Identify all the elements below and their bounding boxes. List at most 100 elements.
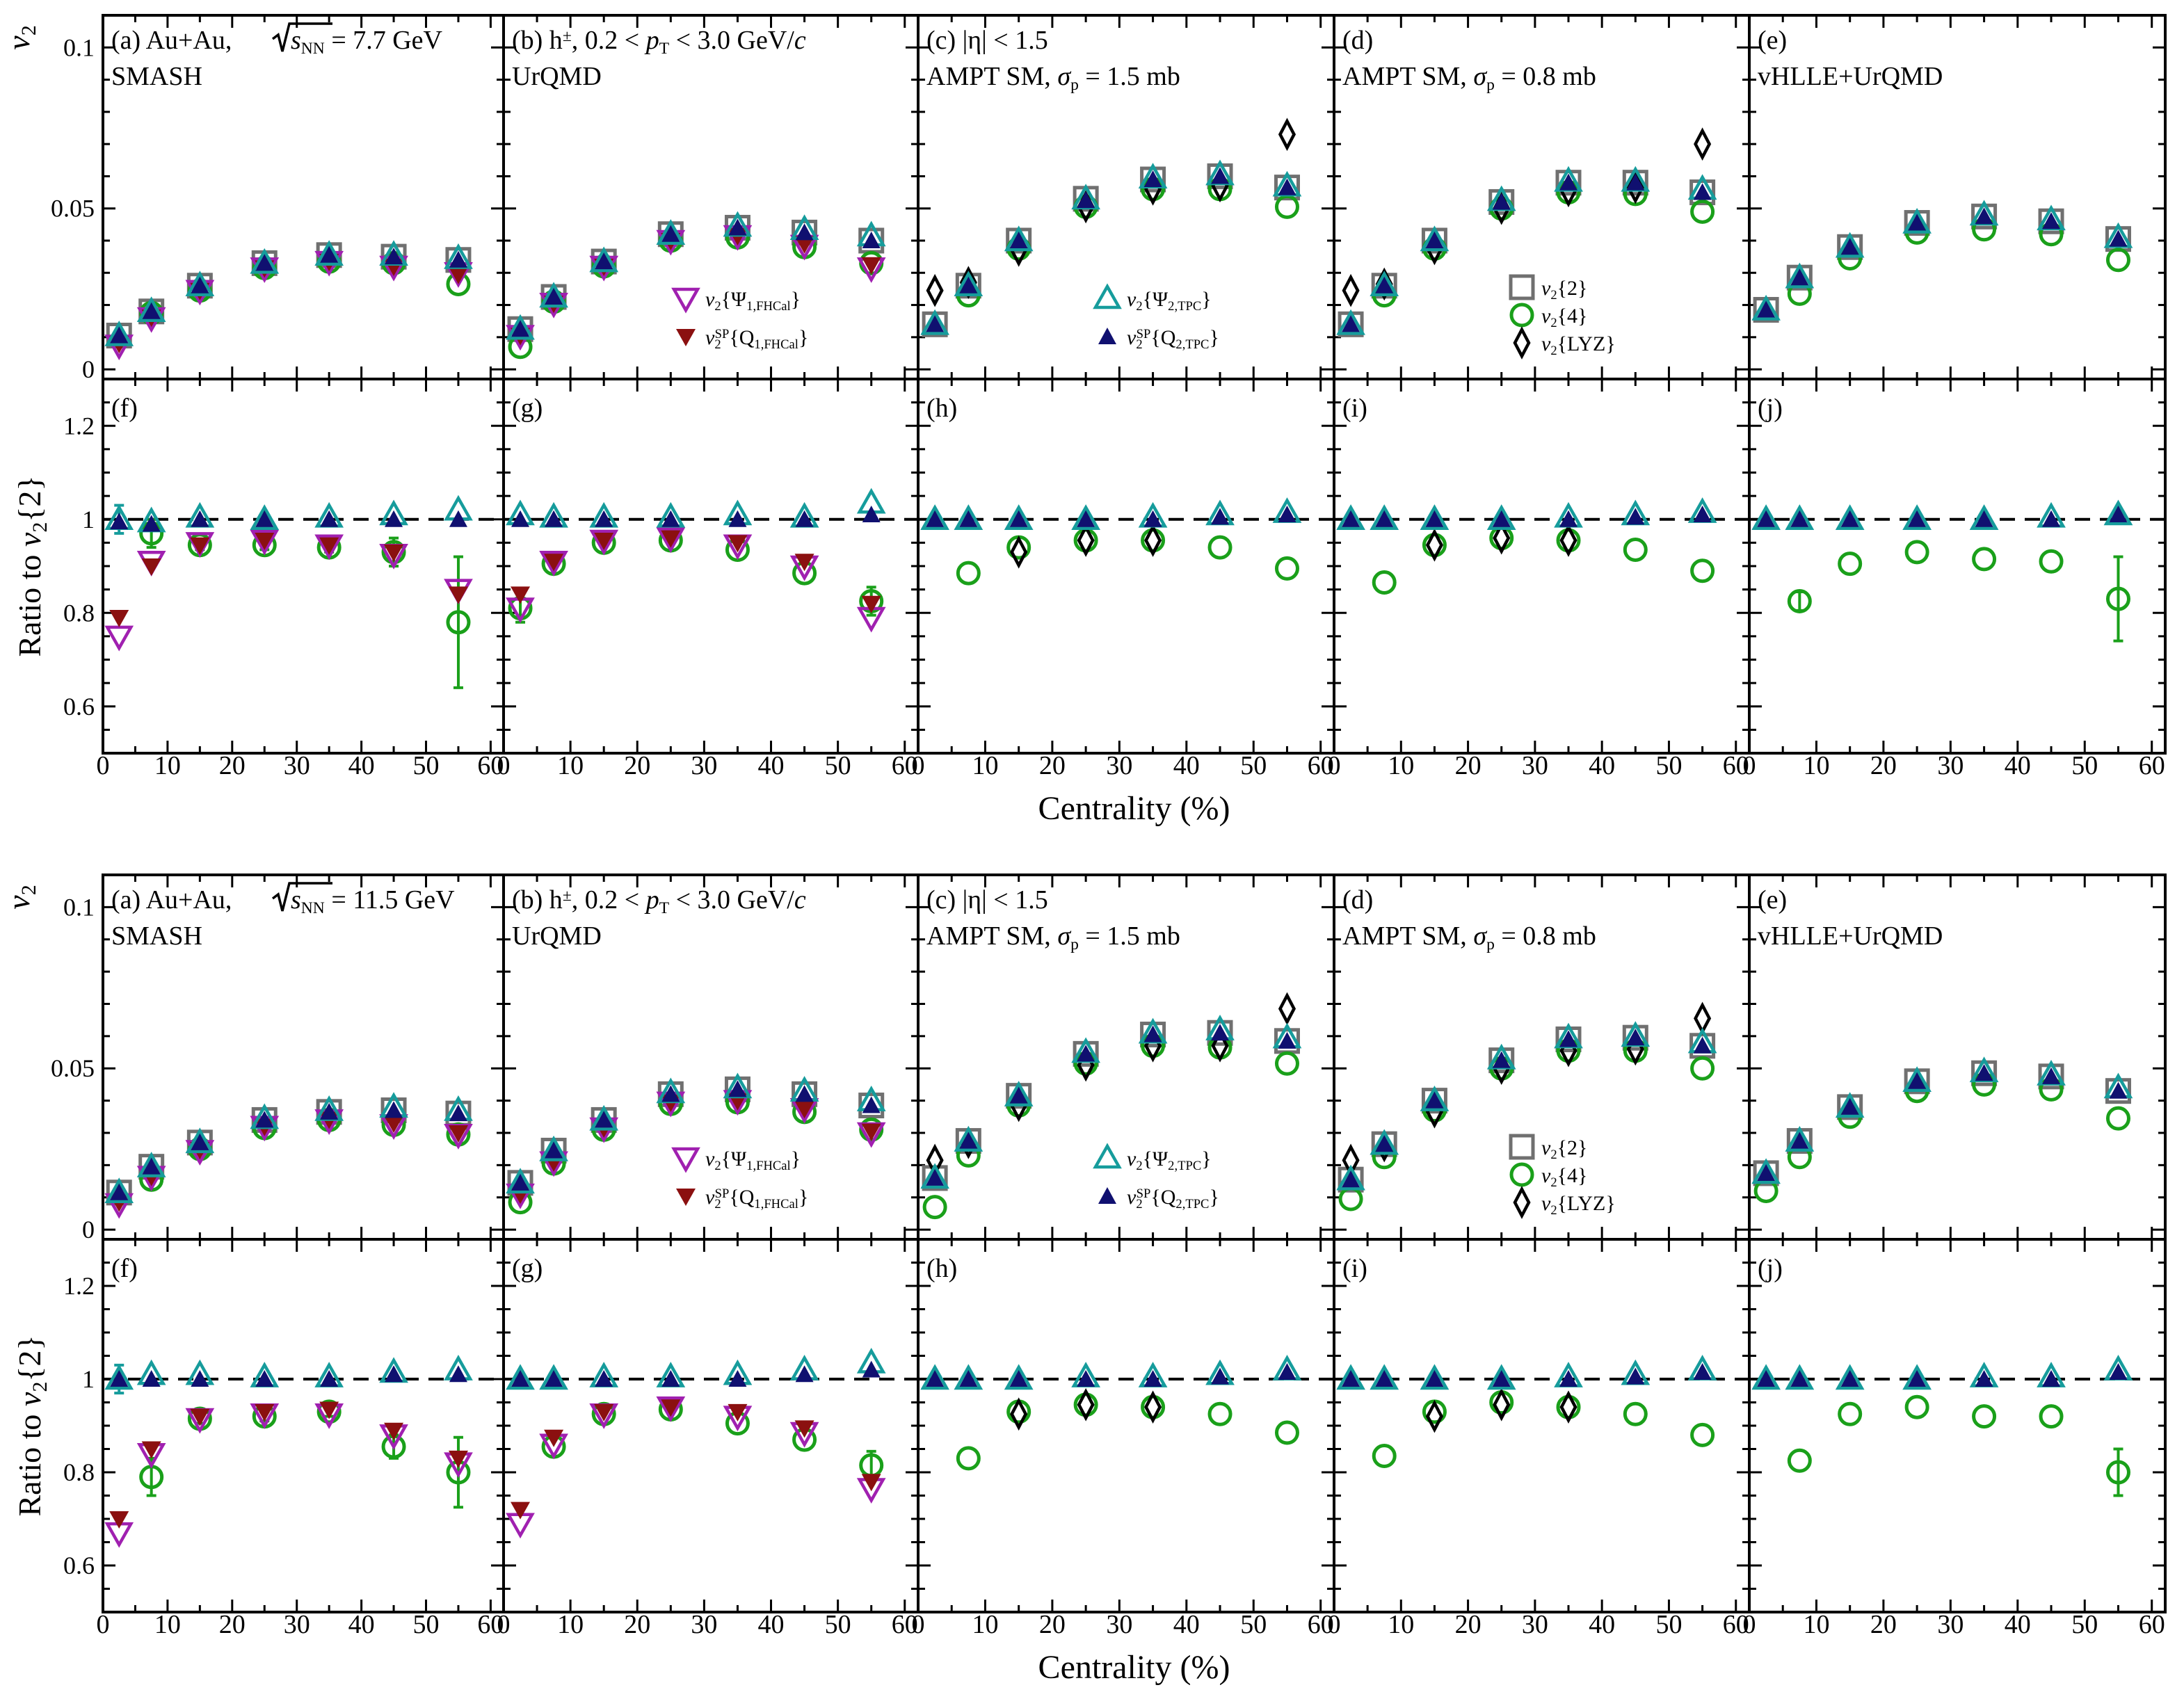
x-tick-label: 10	[1803, 751, 1829, 780]
point-ratio	[1969, 504, 1999, 530]
point-ratio	[539, 1364, 568, 1390]
point-ratio	[1010, 1397, 1028, 1431]
point-ratio	[191, 510, 209, 527]
point-v2	[728, 218, 747, 236]
point-ratio	[1370, 504, 1399, 530]
point-ratio	[959, 510, 978, 527]
x-tick-label: 50	[1240, 1610, 1267, 1639]
x-tick-label: 20	[624, 1610, 650, 1639]
point-ratio	[250, 504, 280, 530]
x-tick-label: 30	[1937, 1610, 1964, 1639]
point-ratio	[110, 513, 129, 530]
y-tick-label: 1	[82, 506, 95, 533]
point-ratio	[385, 510, 403, 527]
point-ratio	[1493, 1388, 1511, 1422]
point-v2	[110, 1183, 129, 1200]
point-v2	[255, 254, 274, 271]
point-v2	[1425, 1091, 1444, 1109]
point-v2	[862, 231, 881, 248]
point-v2	[1420, 1086, 1450, 1111]
point-v2	[385, 1101, 403, 1118]
point-ratio	[862, 1360, 881, 1378]
point-ratio	[920, 504, 949, 530]
panel-model: AMPT SM, σp = 0.8 mb	[1342, 62, 1596, 94]
point-ratio	[1693, 506, 1712, 523]
legend-label: v2SP{Q2,TPC}	[1127, 326, 1219, 352]
legend-tpc: v2{Ψ2,TPC} v2SP{Q2,TPC}	[1093, 283, 1219, 352]
point-ratio	[255, 510, 274, 527]
x-tick-label: 10	[154, 751, 181, 780]
panel-model: AMPT SM, σp = 1.5 mb	[926, 62, 1180, 94]
point-v2	[104, 320, 134, 346]
point-v2	[1902, 1066, 1932, 1093]
point-v2	[539, 282, 568, 308]
x-tick-label: 40	[1173, 751, 1200, 780]
x-tick-label: 20	[624, 751, 650, 780]
point-ratio	[104, 625, 134, 652]
legend-marker	[1093, 283, 1122, 309]
x-tick-label: 0	[97, 1610, 110, 1639]
point-v2	[1790, 268, 1809, 286]
point-ratio	[1972, 1404, 1997, 1429]
point-ratio	[544, 1429, 564, 1447]
point-ratio	[594, 1403, 614, 1422]
point-v2	[794, 1101, 814, 1119]
x-tick-label: 10	[557, 1610, 584, 1639]
point-ratio	[1757, 1370, 1776, 1387]
x-tick-label: 0	[1743, 1610, 1756, 1639]
point-v2	[1751, 1158, 1781, 1184]
point-v2	[1375, 1135, 1394, 1152]
x-tick-label: 0	[1328, 751, 1341, 780]
point-ratio	[1493, 521, 1511, 555]
point-v2	[862, 1096, 881, 1113]
y-tick-label: 1.2	[63, 1272, 95, 1300]
point-ratio	[1690, 1422, 1715, 1447]
point-ratio	[1010, 535, 1028, 569]
y-axis-label-top: v2	[1, 885, 40, 909]
point-ratio	[1009, 510, 1028, 527]
point-ratio	[728, 1370, 747, 1387]
panel-tag-bottom: (h)	[926, 394, 957, 423]
x-tick-label: 30	[1106, 751, 1132, 780]
x-tick-label: 40	[2005, 1610, 2031, 1639]
y-tick-label: 0.8	[63, 1458, 95, 1486]
panel-model: vHLLE+UrQMD	[1758, 62, 1943, 91]
point-ratio	[1342, 1370, 1360, 1387]
legend-label: v2{2}	[1541, 277, 1587, 303]
x-tick-label: 0	[497, 1610, 511, 1639]
panel-tag-bottom: (g)	[512, 394, 543, 423]
point-ratio	[1975, 510, 1993, 527]
point-ratio	[545, 1370, 563, 1387]
panel-model: SMASH	[111, 62, 202, 91]
x-tick-label: 60	[1308, 751, 1334, 780]
x-tick-label: 20	[1870, 1610, 1897, 1639]
point-v2	[1370, 271, 1399, 297]
point-v2	[1009, 1086, 1028, 1104]
point-ratio	[1785, 1364, 1815, 1390]
point-v2	[2042, 1067, 2061, 1084]
point-ratio	[319, 1401, 339, 1419]
point-v2	[920, 309, 949, 335]
point-ratio	[2042, 1370, 2061, 1387]
point-v2	[1902, 207, 1932, 234]
panel-4: 0 10 20 30 40 50 60 (d) AMPT SM, σp = 0.8 mb (i)…	[1328, 873, 1751, 1639]
point-v2	[2109, 1081, 2128, 1099]
point-v2	[661, 1085, 680, 1102]
legend-fhcal: v2{Ψ1,FHCal} v2SP{Q1,FHCal}	[671, 1147, 808, 1211]
point-ratio	[448, 586, 468, 604]
point-ratio	[384, 544, 404, 562]
point-v2	[1342, 315, 1360, 332]
x-tick-label: 60	[892, 1610, 918, 1639]
point-v2	[255, 1111, 274, 1128]
panel-3: 0 10 20 30 40 50 60 (c) |η| < 1.5 AMPT SM, σp = …	[912, 873, 1335, 1639]
x-tick-label: 0	[1743, 751, 1756, 780]
x-tick-label: 50	[1240, 751, 1267, 780]
y-tick-label: 0.8	[63, 599, 95, 627]
point-v2	[320, 245, 339, 263]
x-tick-label: 10	[1388, 1610, 1414, 1639]
point-ratio	[1274, 556, 1299, 581]
point-ratio	[1274, 1420, 1299, 1445]
x-tick-label: 60	[1308, 1610, 1334, 1639]
point-ratio	[1143, 1370, 1162, 1387]
